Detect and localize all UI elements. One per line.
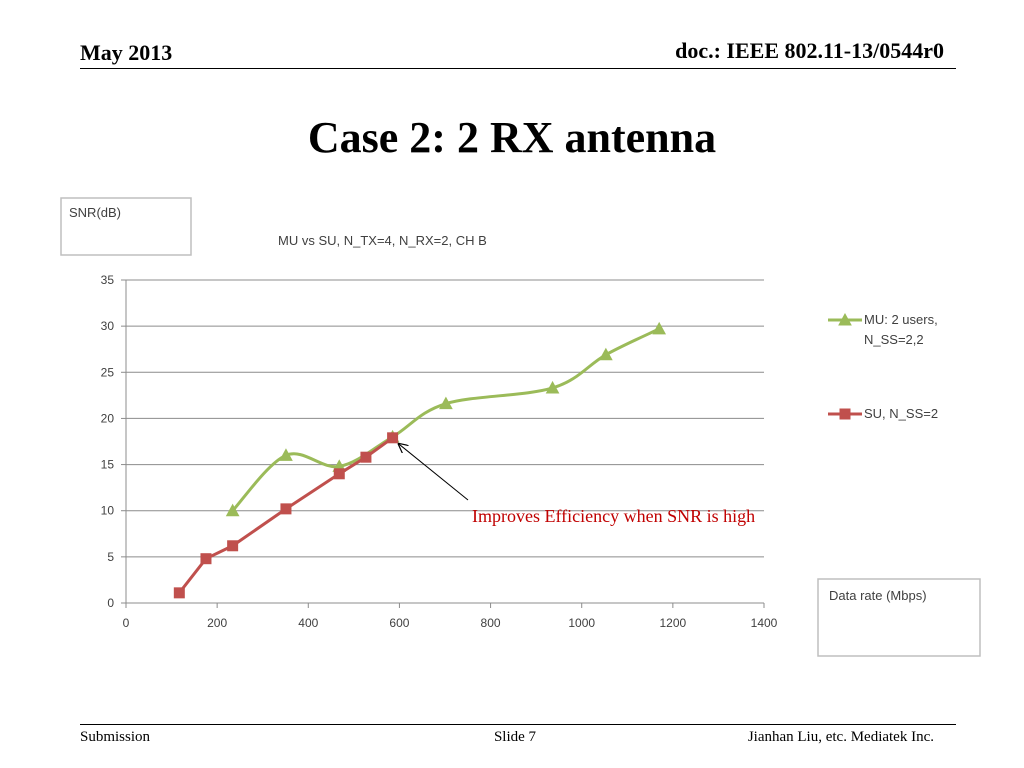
legend-swatch-marker (839, 408, 851, 420)
legend: MU: 2 users, N_SS=2,2 SU, N_SS=2 (828, 312, 938, 421)
x-tick-label: 1200 (660, 616, 687, 630)
y-axis-label-box: SNR(dB) (60, 197, 192, 256)
data-point (599, 347, 613, 361)
x-tick-label: 400 (298, 616, 318, 630)
y-tick-label: 10 (101, 504, 115, 518)
data-point (387, 432, 399, 444)
y-axis-label: SNR(dB) (69, 205, 121, 220)
series-line (231, 327, 660, 512)
x-tick-label: 1400 (751, 616, 778, 630)
legend-entry-1: SU, N_SS=2 (828, 406, 938, 421)
annotation: Improves Efficiency when SNR is high (399, 444, 755, 526)
footer-divider (80, 724, 956, 725)
y-tick-labels: 0 5 10 15 20 25 30 35 (101, 273, 115, 610)
series-0 (225, 321, 667, 517)
data-point (545, 380, 560, 394)
legend-swatch-marker (838, 312, 852, 326)
footer-submission: Submission (80, 729, 151, 745)
header-divider (80, 68, 956, 69)
data-point (280, 503, 292, 515)
annotation-text: Improves Efficiency when SNR is high (472, 506, 755, 526)
legend-label: SU, N_SS=2 (864, 406, 938, 421)
footer-slide-number: Slide 7 (493, 729, 537, 745)
x-axis-label: Data rate (Mbps) (829, 588, 927, 603)
legend-entry-0: MU: 2 users, N_SS=2,2 (828, 312, 938, 347)
data-point (200, 553, 212, 565)
data-point (225, 503, 240, 517)
data-point (279, 448, 293, 461)
data-point (333, 468, 345, 480)
data-point (173, 587, 185, 599)
legend-label: MU: 2 users, (864, 312, 938, 327)
data-point (439, 396, 453, 410)
x-tick-label: 1000 (568, 616, 595, 630)
data-point (227, 540, 239, 552)
data-point (652, 321, 667, 335)
chart-title: MU vs SU, N_TX=4, N_RX=2, CH B (278, 233, 487, 248)
y-tick-label: 5 (107, 550, 114, 564)
annotation-arrow (399, 444, 469, 501)
x-tick-label: 800 (481, 616, 501, 630)
y-tick-label: 25 (101, 365, 115, 379)
y-tick-label: 15 (101, 458, 115, 472)
y-tick-label: 35 (101, 273, 115, 287)
header-date: May 2013 (80, 40, 173, 65)
x-tick-labels: 0 200 400 600 800 1000 1200 1400 (123, 616, 778, 630)
footer-author: Jianhan Liu, etc. Mediatek Inc. (747, 729, 934, 745)
series-1 (173, 432, 399, 599)
y-tick-label: 20 (101, 411, 115, 425)
x-tick-label: 0 (123, 616, 130, 630)
x-tick-label: 200 (207, 616, 227, 630)
x-tick-label: 600 (389, 616, 409, 630)
x-axis-label-box: Data rate (Mbps) (817, 578, 981, 657)
legend-label: N_SS=2,2 (864, 332, 924, 347)
y-tick-label: 0 (107, 596, 114, 610)
axes (121, 279, 765, 608)
series-group (173, 321, 667, 599)
header-doc-id: doc.: IEEE 802.11-13/0544r0 (675, 38, 944, 63)
y-tick-label: 30 (101, 319, 115, 333)
data-point (360, 451, 372, 463)
slide-title: Case 2: 2 RX antenna (307, 113, 717, 162)
